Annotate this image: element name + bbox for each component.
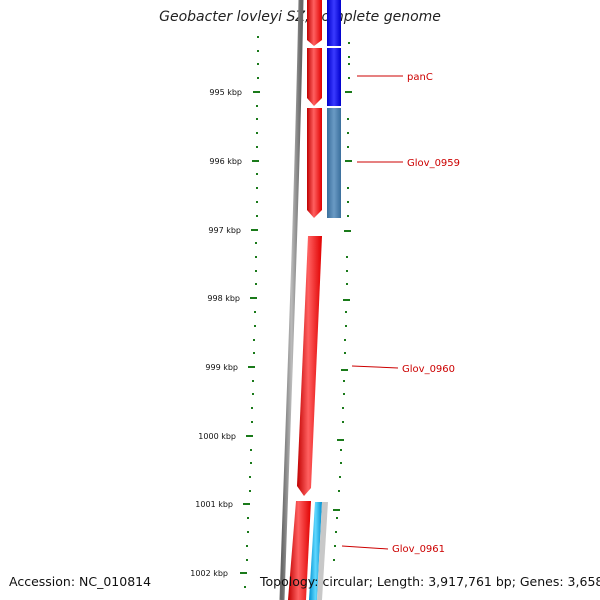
tick-label-1001: 1001 kbp bbox=[195, 500, 233, 509]
tick-labels: 995 kbp 996 kbp 997 kbp 998 kbp 999 kbp … bbox=[190, 88, 242, 578]
gene-label-Glov_0961[interactable]: Glov_0961 bbox=[392, 544, 445, 555]
cds-block-Glov_0961[interactable] bbox=[309, 502, 322, 600]
minor-ticks-right bbox=[333, 42, 350, 561]
tick-label-999: 999 kbp bbox=[205, 363, 238, 372]
cds-block-panC[interactable] bbox=[327, 48, 341, 106]
genome-backbone bbox=[279, 0, 304, 600]
tick-label-1002: 1002 kbp bbox=[190, 569, 228, 578]
genome-summary-text: Topology: circular; Length: 3,917,761 bp… bbox=[260, 574, 600, 589]
gene-arrow-Glov_0959[interactable] bbox=[307, 108, 322, 218]
gene-arrow-Glov_0961[interactable] bbox=[288, 501, 311, 600]
tick-label-998: 998 kbp bbox=[207, 294, 240, 303]
minor-ticks-left bbox=[244, 36, 259, 588]
tick-label-996: 996 kbp bbox=[209, 157, 242, 166]
tick-label-995: 995 kbp bbox=[209, 88, 242, 97]
cds-block-Glov_0959[interactable] bbox=[327, 108, 341, 218]
cds-block-top[interactable] bbox=[327, 0, 341, 46]
tick-label-1000: 1000 kbp bbox=[198, 432, 236, 441]
gene-track bbox=[288, 0, 341, 600]
major-ticks-left bbox=[240, 91, 260, 574]
gene-label-lines bbox=[341, 75, 403, 550]
gene-label-Glov_0960[interactable]: Glov_0960 bbox=[402, 364, 455, 375]
tick-label-997: 997 kbp bbox=[208, 226, 241, 235]
gene-label-Glov_0959[interactable]: Glov_0959 bbox=[407, 158, 460, 169]
accession-text: Accession: NC_010814 bbox=[9, 574, 152, 589]
gene-labels: panC Glov_0959 Glov_0960 Glov_0961 bbox=[392, 72, 460, 555]
gene-arrow-top[interactable] bbox=[307, 0, 322, 46]
gene-arrow-panC[interactable] bbox=[307, 48, 322, 106]
gene-arrow-Glov_0960[interactable] bbox=[297, 236, 322, 496]
gene-label-panC[interactable]: panC bbox=[407, 72, 433, 83]
cds-block-Glov_0961-grey bbox=[317, 502, 328, 600]
major-ticks-right bbox=[333, 91, 352, 511]
